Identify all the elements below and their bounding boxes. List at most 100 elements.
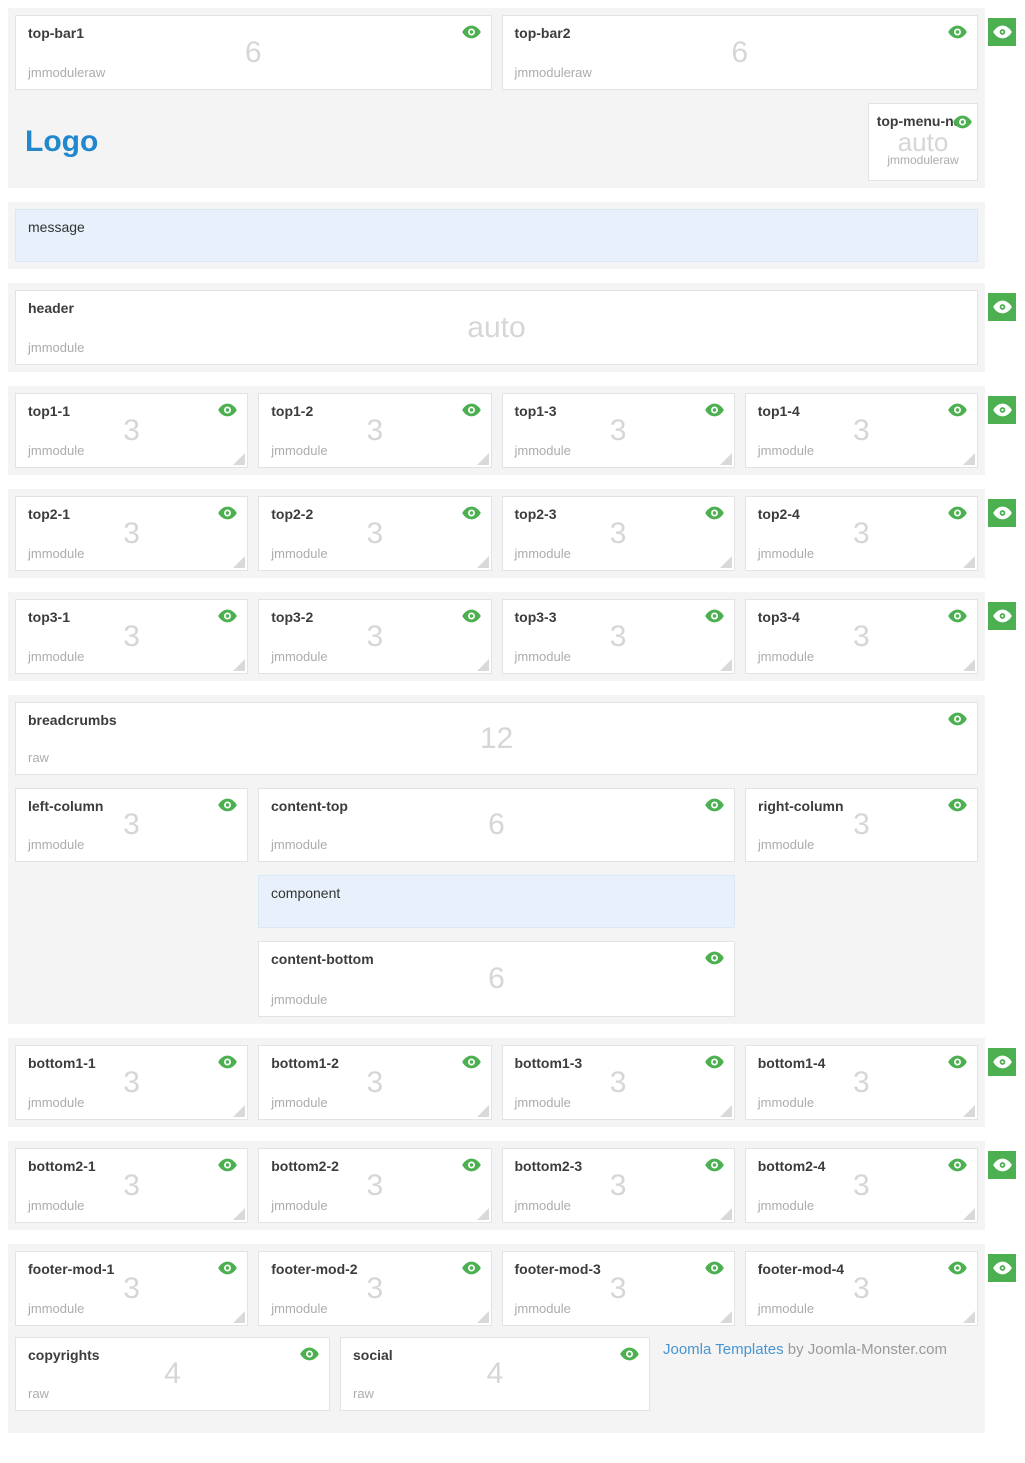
resize-handle[interactable]	[719, 1311, 732, 1323]
row-visibility-toggle[interactable]	[988, 499, 1016, 527]
row-visibility-toggle[interactable]	[988, 293, 1016, 321]
module-position-top2-2[interactable]: top2-2 3 jmmodule	[258, 496, 492, 571]
module-position-top3-2[interactable]: top3-2 3 jmmodule	[258, 599, 492, 674]
system-position-message[interactable]: message	[15, 209, 978, 262]
eye-icon[interactable]	[948, 609, 967, 623]
resize-handle[interactable]	[233, 1208, 246, 1220]
resize-handle[interactable]	[476, 1105, 489, 1117]
module-position-bottom2-2[interactable]: bottom2-2 3 jmmodule	[258, 1148, 492, 1223]
module-position-top-bar1[interactable]: top-bar1 6 jmmoduleraw	[15, 15, 492, 90]
module-position-content-top[interactable]: content-top 6 jmmodule	[258, 788, 735, 862]
module-position-top-bar2[interactable]: top-bar2 6 jmmoduleraw	[501, 15, 978, 90]
row-visibility-toggle[interactable]	[988, 18, 1016, 46]
resize-handle[interactable]	[963, 1208, 975, 1220]
row-visibility-toggle[interactable]	[988, 1048, 1016, 1076]
module-position-top3-4[interactable]: top3-4 3 jmmodule	[744, 599, 978, 674]
resize-handle[interactable]	[963, 453, 975, 465]
module-position-content-bottom[interactable]: content-bottom 6 jmmodule	[258, 941, 735, 1017]
resize-handle[interactable]	[719, 1105, 732, 1117]
eye-icon[interactable]	[948, 1261, 967, 1275]
eye-icon[interactable]	[461, 1158, 481, 1172]
eye-icon[interactable]	[953, 115, 972, 129]
eye-icon[interactable]	[704, 1158, 724, 1172]
eye-icon[interactable]	[461, 1055, 481, 1069]
module-position-footer-mod-3[interactable]: footer-mod-3 3 jmmodule	[501, 1251, 735, 1326]
resize-handle[interactable]	[233, 1311, 246, 1323]
module-position-top2-3[interactable]: top2-3 3 jmmodule	[501, 496, 735, 571]
resize-handle[interactable]	[476, 453, 489, 465]
resize-handle[interactable]	[476, 556, 489, 568]
module-position-top1-4[interactable]: top1-4 3 jmmodule	[744, 393, 978, 468]
eye-icon[interactable]	[948, 403, 967, 417]
module-position-top2-1[interactable]: top2-1 3 jmmodule	[15, 496, 249, 571]
module-position-social[interactable]: social 4 raw	[340, 1337, 650, 1411]
module-position-top1-1[interactable]: top1-1 3 jmmodule	[15, 393, 249, 468]
module-position-bottom2-4[interactable]: bottom2-4 3 jmmodule	[744, 1148, 978, 1223]
module-position-top1-3[interactable]: top1-3 3 jmmodule	[501, 393, 735, 468]
module-position-bottom1-1[interactable]: bottom1-1 3 jmmodule	[15, 1045, 249, 1120]
eye-icon[interactable]	[948, 25, 967, 39]
resize-handle[interactable]	[233, 556, 246, 568]
resize-handle[interactable]	[476, 659, 489, 671]
system-position-component[interactable]: component	[258, 875, 735, 928]
resize-handle[interactable]	[963, 659, 975, 671]
eye-icon[interactable]	[948, 1055, 967, 1069]
eye-icon[interactable]	[948, 1158, 967, 1172]
resize-handle[interactable]	[233, 1105, 246, 1117]
eye-icon[interactable]	[704, 609, 724, 623]
eye-icon[interactable]	[461, 1261, 481, 1275]
module-position-top-menu-nav[interactable]: top-menu-nav auto jmmoduleraw	[868, 103, 978, 181]
resize-handle[interactable]	[476, 1208, 489, 1220]
eye-icon[interactable]	[948, 798, 967, 812]
eye-icon[interactable]	[461, 609, 481, 623]
row-visibility-toggle[interactable]	[988, 396, 1016, 424]
resize-handle[interactable]	[476, 1311, 489, 1323]
module-position-top3-1[interactable]: top3-1 3 jmmodule	[15, 599, 249, 674]
eye-icon[interactable]	[948, 712, 967, 726]
module-position-breadcrumbs[interactable]: breadcrumbs 12 raw	[15, 702, 978, 775]
eye-icon[interactable]	[300, 1347, 319, 1361]
resize-handle[interactable]	[963, 556, 975, 568]
eye-icon[interactable]	[704, 1055, 724, 1069]
eye-icon[interactable]	[218, 1158, 238, 1172]
module-position-left-column[interactable]: left-column 3 jmmodule	[15, 788, 248, 862]
eye-icon[interactable]	[705, 798, 724, 812]
module-position-bottom2-1[interactable]: bottom2-1 3 jmmodule	[15, 1148, 249, 1223]
eye-icon[interactable]	[704, 1261, 724, 1275]
eye-icon[interactable]	[218, 609, 238, 623]
resize-handle[interactable]	[233, 453, 246, 465]
eye-icon[interactable]	[461, 506, 481, 520]
resize-handle[interactable]	[963, 1105, 975, 1117]
resize-handle[interactable]	[719, 453, 732, 465]
module-position-bottom1-2[interactable]: bottom1-2 3 jmmodule	[258, 1045, 492, 1120]
resize-handle[interactable]	[719, 556, 732, 568]
joomla-templates-link[interactable]: Joomla Templates	[663, 1341, 784, 1358]
module-position-header[interactable]: header auto jmmodule	[15, 290, 978, 365]
eye-icon[interactable]	[461, 403, 481, 417]
eye-icon[interactable]	[218, 1055, 238, 1069]
eye-icon[interactable]	[705, 951, 724, 965]
eye-icon[interactable]	[218, 403, 238, 417]
row-visibility-toggle[interactable]	[988, 1254, 1016, 1282]
module-position-bottom1-4[interactable]: bottom1-4 3 jmmodule	[744, 1045, 978, 1120]
resize-handle[interactable]	[719, 1208, 732, 1220]
module-position-bottom2-3[interactable]: bottom2-3 3 jmmodule	[501, 1148, 735, 1223]
eye-icon[interactable]	[461, 25, 481, 39]
row-visibility-toggle[interactable]	[988, 1151, 1016, 1179]
resize-handle[interactable]	[719, 659, 732, 671]
module-position-footer-mod-1[interactable]: footer-mod-1 3 jmmodule	[15, 1251, 249, 1326]
module-position-copyrights[interactable]: copyrights 4 raw	[15, 1337, 330, 1411]
eye-icon[interactable]	[218, 798, 237, 812]
module-position-footer-mod-2[interactable]: footer-mod-2 3 jmmodule	[258, 1251, 492, 1326]
module-position-top1-2[interactable]: top1-2 3 jmmodule	[258, 393, 492, 468]
eye-icon[interactable]	[704, 506, 724, 520]
module-position-right-column[interactable]: right-column 3 jmmodule	[745, 788, 978, 862]
eye-icon[interactable]	[218, 506, 238, 520]
eye-icon[interactable]	[704, 403, 724, 417]
module-position-top3-3[interactable]: top3-3 3 jmmodule	[501, 599, 735, 674]
module-position-bottom1-3[interactable]: bottom1-3 3 jmmodule	[501, 1045, 735, 1120]
module-position-footer-mod-4[interactable]: footer-mod-4 3 jmmodule	[744, 1251, 978, 1326]
eye-icon[interactable]	[218, 1261, 238, 1275]
module-position-top2-4[interactable]: top2-4 3 jmmodule	[744, 496, 978, 571]
eye-icon[interactable]	[948, 506, 967, 520]
